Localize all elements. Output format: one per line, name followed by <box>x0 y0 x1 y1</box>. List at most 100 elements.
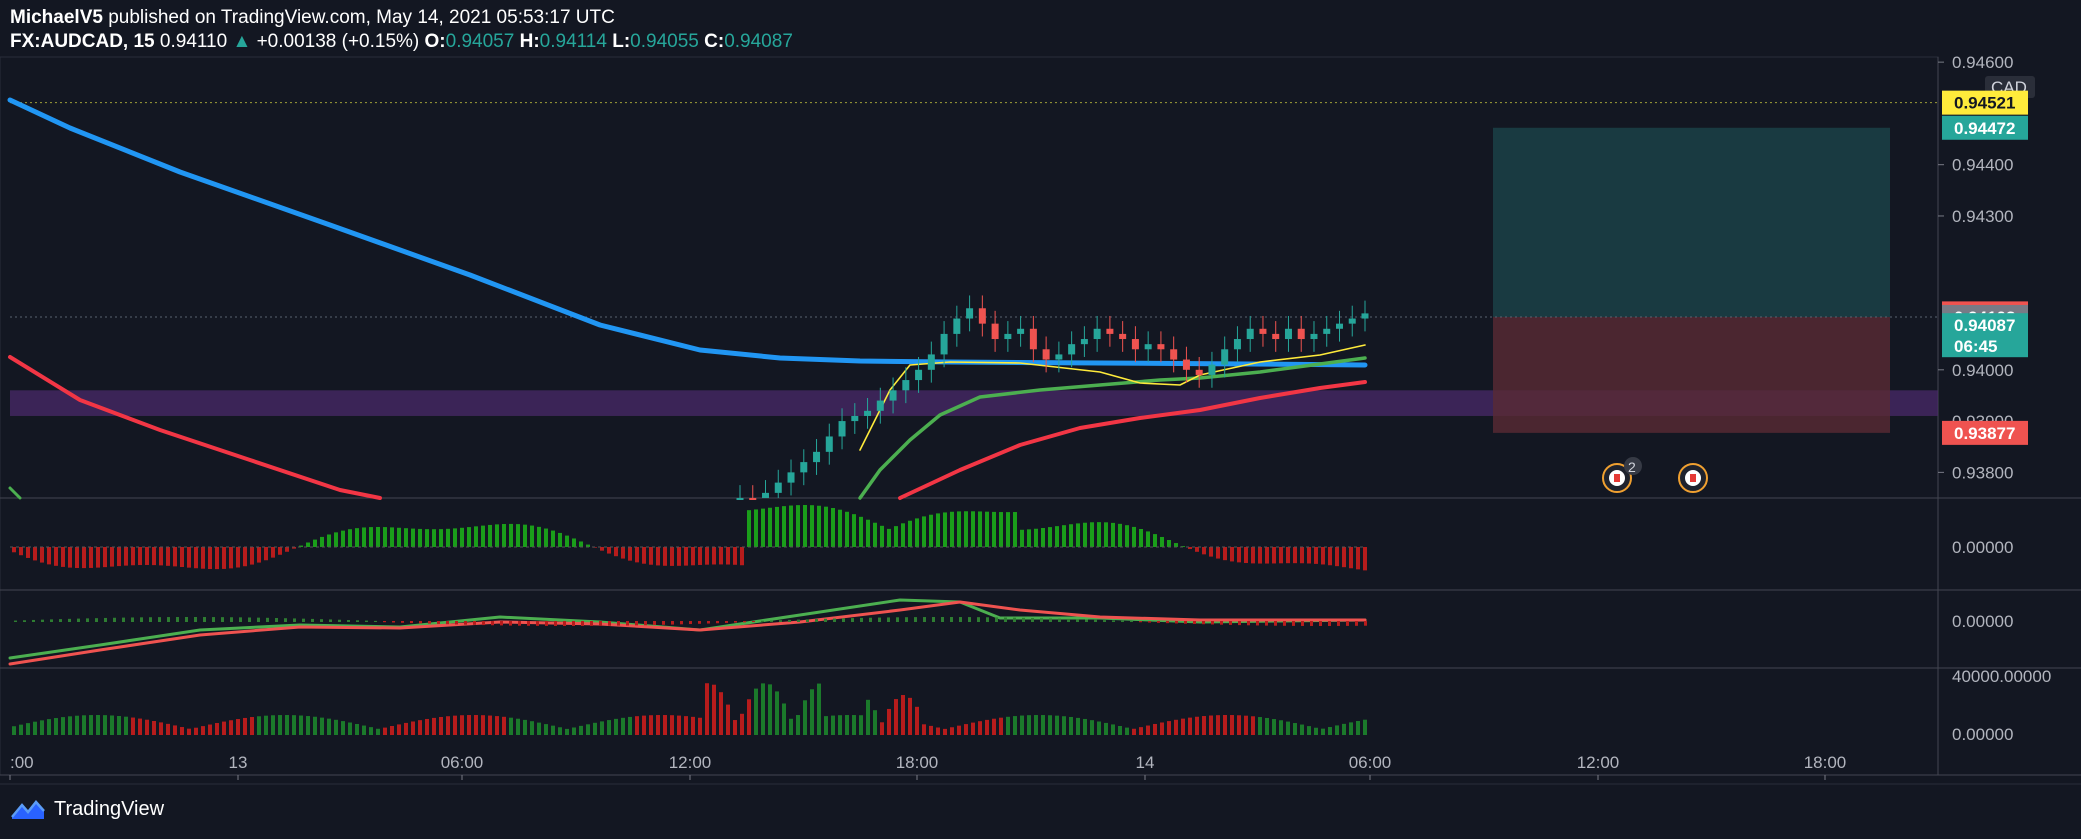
macd-hist-bar <box>698 621 701 624</box>
oscillator-bar <box>362 527 366 547</box>
volume-bar <box>117 715 121 735</box>
macd-hist-bar <box>428 621 431 624</box>
oscillator-bar <box>47 547 51 565</box>
macd-hist-bar <box>473 621 476 625</box>
macd-hist-bar <box>77 618 80 622</box>
volume-bar <box>1307 726 1311 735</box>
oscillator-bar <box>1174 543 1178 547</box>
volume-bar <box>894 699 898 735</box>
macd-hist-bar <box>986 617 989 622</box>
macd-hist-bar <box>1220 621 1223 625</box>
volume-bar <box>775 691 779 735</box>
volume-bar <box>1300 724 1304 735</box>
oscillator-bar <box>880 525 884 547</box>
macd-hist-bar <box>806 619 809 622</box>
oscillator-bar <box>264 547 268 561</box>
oscillator-bar <box>845 511 849 547</box>
oscillator-bar <box>943 512 947 547</box>
macd-hist-bar <box>446 621 449 625</box>
volume-bar <box>1328 727 1332 735</box>
oscillator-bar <box>642 547 646 564</box>
symbol-label[interactable]: FX:AUDCAD, 15 <box>10 31 155 52</box>
volume-bar <box>411 721 415 735</box>
oscillator-bar <box>684 547 688 566</box>
macd-hist-bar <box>680 621 683 625</box>
ema-blue-line <box>7 97 1368 368</box>
volume-bar <box>670 715 674 735</box>
volume-bar <box>537 722 541 735</box>
macd-hist-bar <box>1346 621 1349 626</box>
volume-bar <box>488 715 492 735</box>
oscillator-bar <box>1013 512 1017 547</box>
oscillator-bar <box>502 524 506 547</box>
volume-bar <box>355 723 359 735</box>
macd-hist-bar <box>626 621 629 626</box>
macd-hist-bar <box>257 617 260 622</box>
volume-bar <box>397 724 401 735</box>
volume-bar <box>222 721 226 735</box>
oscillator-bar <box>1027 529 1031 547</box>
oscillator-bar <box>789 505 793 547</box>
oscillator-bar <box>649 547 653 565</box>
oscillator-bar <box>1034 528 1038 547</box>
oscillator-bar <box>873 522 877 547</box>
volume-bar <box>992 718 996 735</box>
macd-hist-bar <box>221 617 224 622</box>
volume-bar <box>474 715 478 735</box>
oscillator-bar <box>1062 525 1066 547</box>
publish-line: MichaelV5 published on TradingView.com, … <box>10 6 793 30</box>
oscillator-bar <box>1076 523 1080 547</box>
volume-bar <box>131 717 135 735</box>
volume-bar <box>754 688 758 735</box>
macd-hist-bar <box>779 620 782 622</box>
price-tag <box>1942 90 2028 115</box>
oscillator-bar <box>572 538 576 547</box>
macd-hist-bar <box>266 617 269 622</box>
volume-bar <box>936 727 940 735</box>
volume-bar <box>1363 719 1367 735</box>
volume-bar <box>362 725 366 735</box>
candle-body <box>1017 328 1025 334</box>
macd-hist-bar <box>734 621 737 623</box>
oscillator-bar <box>1342 547 1346 568</box>
volume-bar <box>390 725 394 735</box>
macd-hist-bar <box>1157 621 1160 623</box>
oscillator-bar <box>1279 547 1283 564</box>
volume-bar <box>453 715 457 735</box>
oscillator-bar <box>1328 547 1332 566</box>
volume-bar <box>1160 722 1164 735</box>
macd-hist-bar <box>860 617 863 622</box>
oscillator-bar <box>516 524 520 547</box>
macd-hist-bar <box>1139 621 1142 623</box>
oscillator-bar <box>1132 526 1136 547</box>
oscillator-bar <box>166 547 170 566</box>
macd-hist-bar <box>419 621 422 624</box>
volume-bar <box>82 715 86 735</box>
oscillator-bar <box>404 528 408 547</box>
volume-bar <box>180 727 184 735</box>
oscillator-bar <box>96 547 100 568</box>
oscillator-bar <box>1363 547 1367 571</box>
brand-name[interactable]: TradingView <box>54 798 165 820</box>
oscillator-bar <box>768 507 772 547</box>
macd-hist-bar <box>239 617 242 622</box>
oscillator-bar <box>285 547 289 552</box>
macd-hist-bar <box>338 619 341 622</box>
volume-bar <box>1209 715 1213 735</box>
macd-hist-bar <box>1022 617 1025 622</box>
oscillator-bar <box>1160 536 1164 547</box>
author-name[interactable]: MichaelV5 <box>10 7 103 28</box>
volume-bar <box>201 726 205 735</box>
candle-body <box>1170 349 1178 360</box>
volume-bar <box>110 715 114 735</box>
volume-bar <box>1258 717 1262 735</box>
oscillator-bar <box>887 528 891 547</box>
oscillator-bar <box>894 526 898 547</box>
oscillator-bar <box>89 547 93 568</box>
oscillator-bar <box>411 528 415 547</box>
volume-bar <box>628 716 632 735</box>
time-tick-label: 06:00 <box>1349 753 1392 772</box>
volume-bar <box>103 715 107 735</box>
time-tick-label: 13 <box>229 753 248 772</box>
